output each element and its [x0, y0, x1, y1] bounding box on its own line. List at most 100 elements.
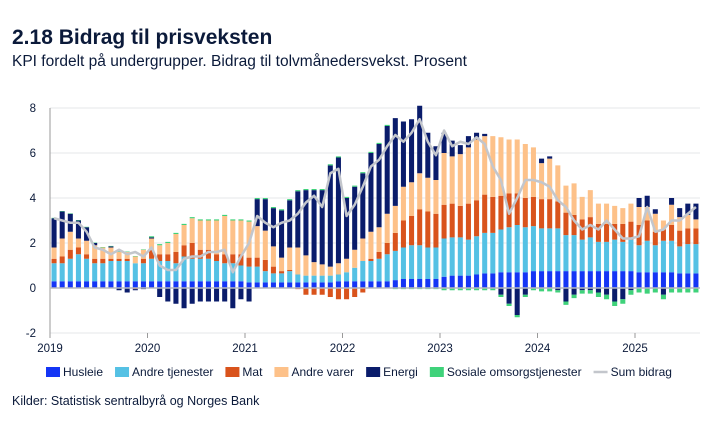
bar-sosiale-omsorgstjenester — [205, 219, 211, 221]
bar-mat — [400, 220, 406, 248]
bar-andre-varer — [604, 203, 610, 224]
bar-andre-tjenester — [140, 263, 146, 282]
bar-sosiale-omsorgstjenester — [660, 294, 666, 300]
bar-mat — [140, 258, 146, 264]
bar-husleie — [465, 275, 471, 288]
bar-mat — [319, 288, 325, 295]
bar-husleie — [132, 281, 138, 288]
bar-husleie — [612, 271, 618, 288]
bar-andre-tjenester — [425, 247, 431, 279]
bar-andre-tjenester — [620, 241, 626, 272]
bar-sosiale-omsorgstjenester — [335, 156, 341, 158]
bar-mat — [197, 249, 203, 259]
bar-sosiale-omsorgstjenester — [506, 303, 512, 306]
bar-andre-tjenester — [335, 274, 341, 282]
bar-energi — [417, 105, 423, 174]
bar-husleie — [335, 281, 341, 288]
bar-andre-tjenester — [392, 250, 398, 281]
bar-mat — [685, 228, 691, 245]
bar-andre-tjenester — [457, 237, 463, 276]
bar-sosiale-omsorgstjenester — [254, 198, 260, 200]
bar-energi — [604, 288, 610, 295]
bar-energi — [693, 203, 699, 220]
bar-sosiale-omsorgstjenester — [669, 288, 675, 293]
y-tick-label: -2 — [26, 328, 36, 340]
bar-energi — [652, 209, 658, 214]
bar-energi — [376, 144, 382, 228]
bar-andre-varer — [620, 208, 626, 224]
bar-husleie — [417, 279, 423, 288]
bar-andre-tjenester — [506, 227, 512, 273]
bar-andre-varer — [344, 258, 350, 273]
bar-andre-varer — [457, 154, 463, 206]
bar-andre-tjenester — [262, 271, 268, 283]
bar-husleie — [319, 282, 325, 288]
bar-husleie — [149, 281, 155, 288]
bar-energi — [181, 288, 187, 309]
bar-energi — [311, 190, 317, 263]
bar-andre-tjenester — [384, 254, 390, 282]
bar-energi — [514, 288, 520, 315]
bar-husleie — [449, 275, 455, 288]
bar-sosiale-omsorgstjenester — [262, 198, 268, 200]
bar-andre-tjenester — [59, 263, 65, 282]
bar-energi — [246, 288, 252, 302]
bar-mat — [222, 254, 228, 264]
bar-energi — [230, 288, 236, 309]
bar-mat — [270, 266, 276, 274]
bar-husleie — [400, 279, 406, 288]
bar-andre-varer — [51, 247, 57, 259]
bar-mat — [254, 257, 260, 267]
bar-energi — [116, 288, 122, 291]
bar-sosiale-omsorgstjenester — [652, 288, 658, 293]
bar-energi — [644, 195, 650, 207]
x-tick-label: 2024 — [525, 343, 551, 355]
bar-andre-varer — [287, 247, 293, 270]
bar-sosiale-omsorgstjenester — [173, 232, 179, 234]
bar-andre-tjenester — [644, 240, 650, 273]
bar-husleie — [140, 281, 146, 288]
bar-husleie — [84, 281, 90, 288]
bar-sosiale-omsorgstjenester — [279, 209, 285, 211]
bar-mat — [84, 254, 90, 259]
bar-andre-tjenester — [441, 238, 447, 277]
bar-sosiale-omsorgstjenester — [465, 288, 471, 291]
bar-husleie — [197, 281, 203, 288]
bar-sosiale-omsorgstjenester — [197, 219, 203, 221]
legend-label: Sosiale omsorgstjenester — [447, 365, 582, 379]
bar-energi — [132, 289, 138, 291]
bar-andre-varer — [197, 220, 203, 250]
bar-andre-tjenester — [514, 225, 520, 273]
bar-energi — [368, 153, 374, 232]
bar-sosiale-omsorgstjenester — [327, 164, 333, 166]
bar-sosiale-omsorgstjenester — [214, 219, 220, 221]
bar-husleie — [433, 279, 439, 288]
bar-andre-varer — [181, 225, 187, 246]
bar-sosiale-omsorgstjenester — [238, 219, 244, 221]
bar-andre-varer — [214, 220, 220, 255]
bar-husleie — [636, 272, 642, 288]
bar-sosiale-omsorgstjenester — [384, 124, 390, 126]
bar-husleie — [205, 281, 211, 288]
bar-energi — [465, 136, 471, 148]
bar-sosiale-omsorgstjenester — [311, 189, 317, 191]
bar-andre-tjenester — [279, 273, 285, 283]
bar-mat — [238, 254, 244, 266]
bar-sosiale-omsorgstjenester — [522, 294, 528, 297]
bar-husleie — [425, 279, 431, 288]
bar-andre-tjenester — [246, 266, 252, 283]
bar-sosiale-omsorgstjenester — [376, 142, 382, 144]
bar-sosiale-omsorgstjenester — [441, 288, 447, 291]
bar-husleie — [230, 281, 236, 288]
bar-husleie — [498, 272, 504, 288]
bar-energi — [262, 199, 268, 231]
bar-energi — [352, 186, 358, 250]
bar-mat — [498, 195, 504, 230]
bar-husleie — [352, 281, 358, 288]
bar-andre-tjenester — [181, 256, 187, 282]
bar-sosiale-omsorgstjenester — [636, 288, 642, 293]
bar-husleie — [579, 271, 585, 288]
bar-mat — [173, 252, 179, 264]
bar-andre-tjenester — [205, 258, 211, 282]
bar-andre-tjenester — [669, 240, 675, 273]
